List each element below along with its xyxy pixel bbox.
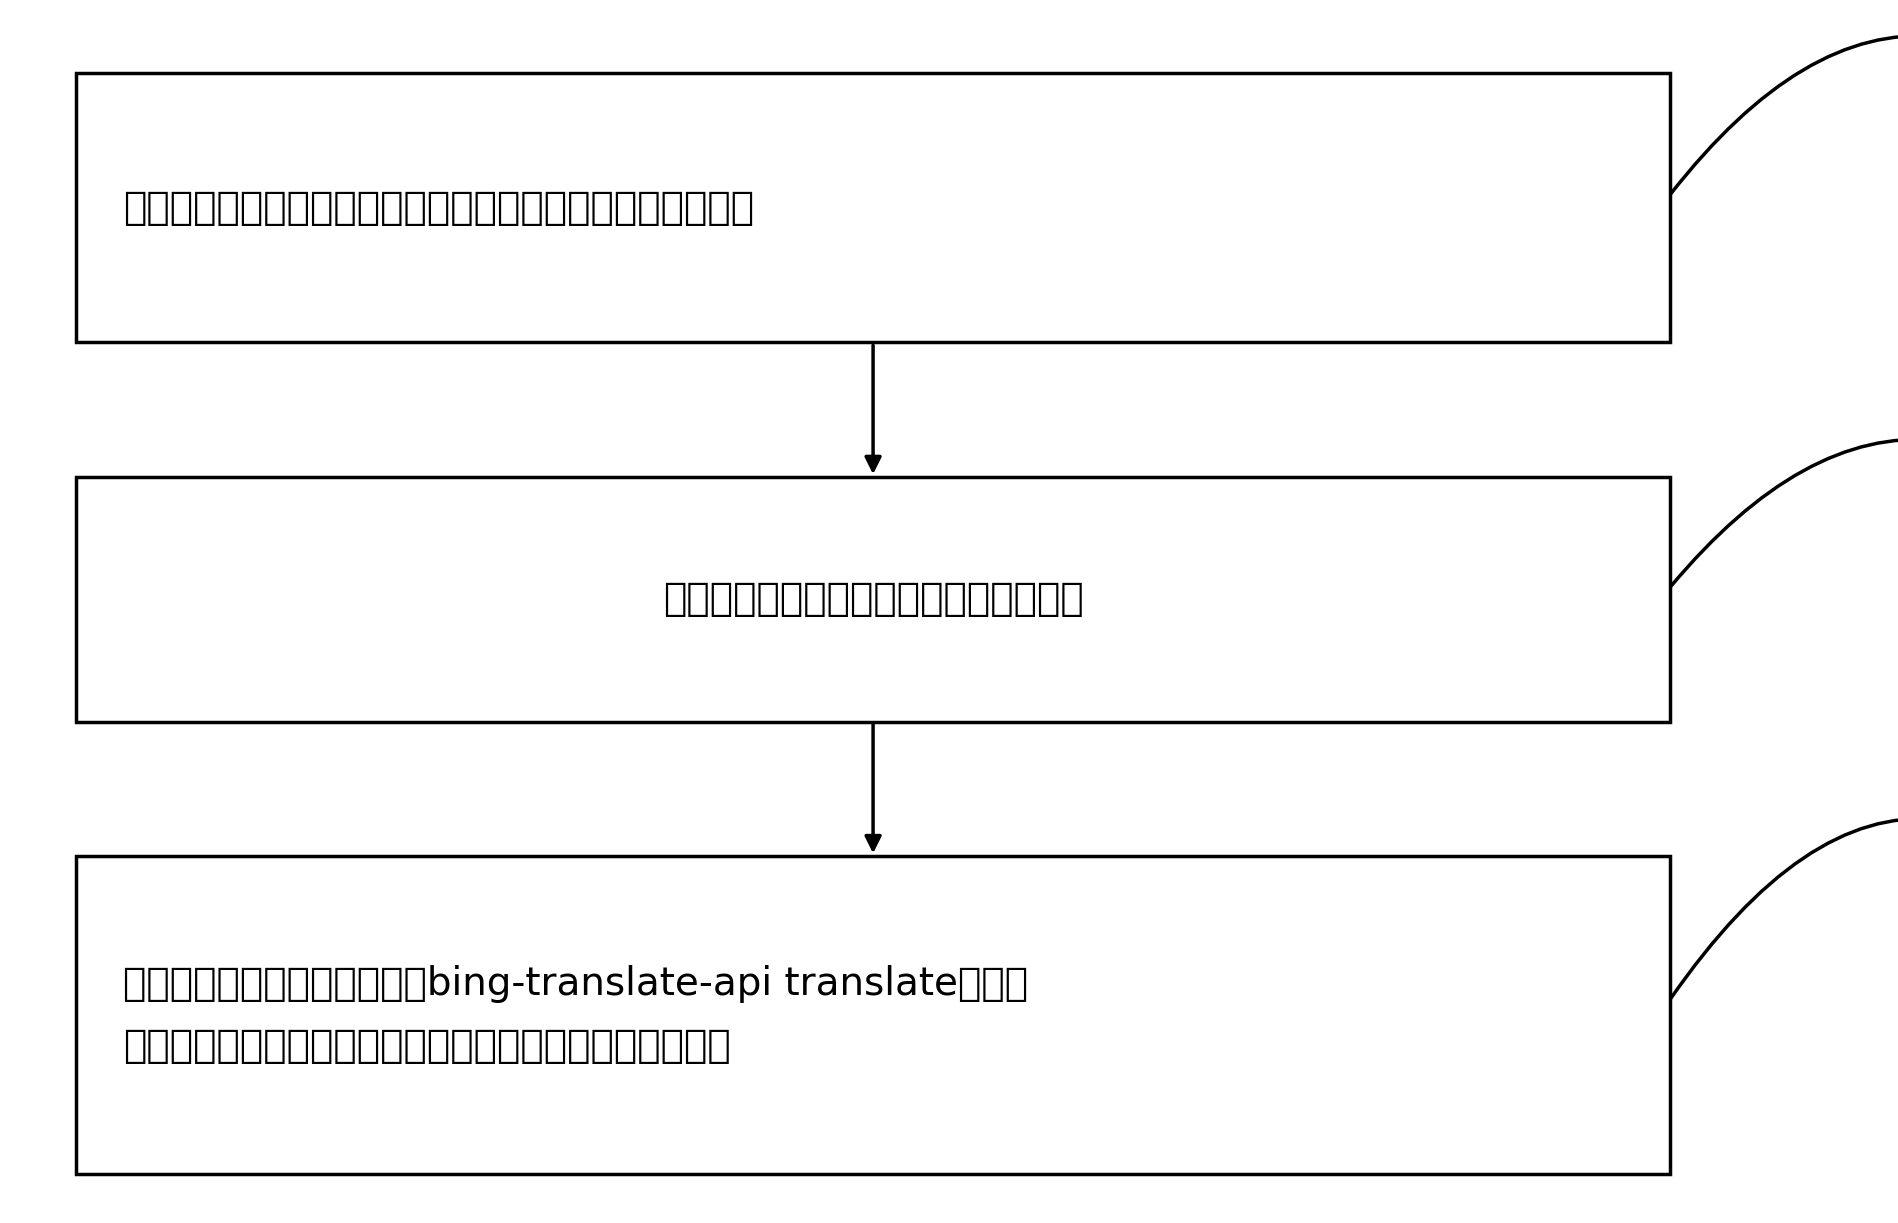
Bar [76, 73, 1670, 342]
Text: 获取配置语言，通过必应翻译bing-translate-api translate方法对
原始文本进行多语音翻译，并提取有效内容，得到翻译结果: 获取配置语言，通过必应翻译bing-translate-api translat… [123, 965, 1029, 1065]
Text: 获取配置文件中的资源路径，获取当前资源路径下的所有文件: 获取配置文件中的资源路径，获取当前资源路径下的所有文件 [123, 188, 755, 227]
Text: 遍历所有文件，并提取文件中的原始文本: 遍历所有文件，并提取文件中的原始文本 [662, 580, 1084, 619]
Bar [76, 856, 1670, 1174]
Bar [76, 477, 1670, 722]
